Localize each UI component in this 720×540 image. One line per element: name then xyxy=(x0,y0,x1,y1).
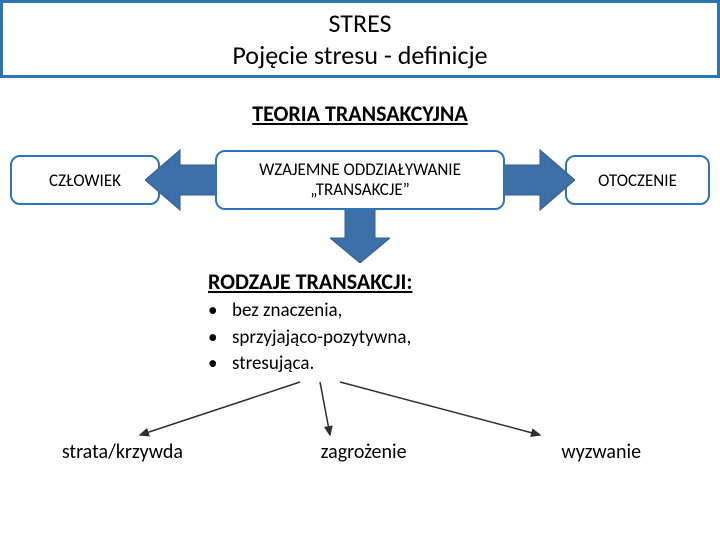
list-item: •stresująca. xyxy=(208,351,411,378)
box-environment-label: OTOCZENIE xyxy=(598,170,677,191)
bottom-label-1: strata/krzywda xyxy=(0,440,245,464)
arrow-down-icon xyxy=(330,208,390,263)
box-environment: OTOCZENIE xyxy=(565,155,710,205)
box-human-label: CZŁOWIEK xyxy=(49,170,121,191)
slide-header: STRES Pojęcie stresu - definicje xyxy=(0,0,720,78)
theory-title: TEORIA TRANSAKCYJNA xyxy=(0,100,720,127)
header-line-1: STRES xyxy=(3,7,717,39)
box-human: CZŁOWIEK xyxy=(10,155,160,205)
transaction-types-list: •bez znaczenia, •sprzyjająco-pozytywna, … xyxy=(208,298,411,378)
list-item: •sprzyjająco-pozytywna, xyxy=(208,325,411,352)
header-line-2: Pojęcie stresu - definicje xyxy=(3,39,717,71)
box-transaction-line2: „TRANSAKCJE” xyxy=(310,180,410,200)
split-arrows-icon xyxy=(120,380,600,440)
bottom-label-3: wyzwanie xyxy=(482,440,720,464)
bottom-label-2: zagrożenie xyxy=(245,440,483,464)
list-item: •bez znaczenia, xyxy=(208,298,411,325)
box-transaction: WZAJEMNE ODDZIAŁYWANIE „TRANSAKCJE” xyxy=(215,150,505,210)
box-transaction-line1: WZAJEMNE ODDZIAŁYWANIE xyxy=(259,160,461,180)
transaction-types-title: RODZAJE TRANSAKCJI: xyxy=(208,268,412,295)
bottom-labels: strata/krzywda zagrożenie wyzwanie xyxy=(0,440,720,464)
